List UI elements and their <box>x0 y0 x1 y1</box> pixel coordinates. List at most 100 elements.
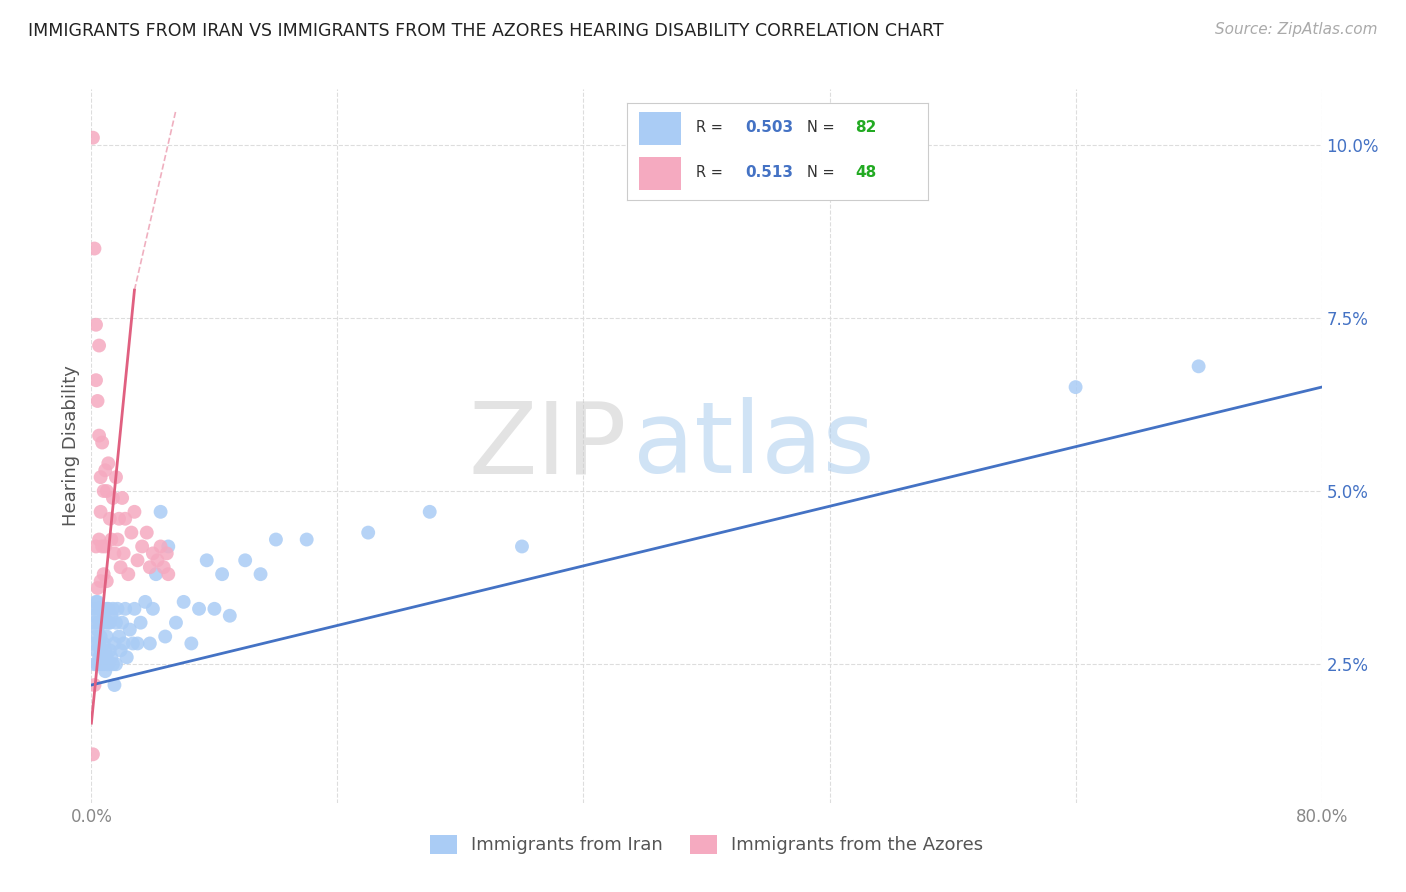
Point <box>87 650 110 665</box>
Point <box>139 636 162 650</box>
Point <box>1187 359 1209 374</box>
Text: ZIP: ZIP <box>468 398 627 494</box>
Point <box>86 595 108 609</box>
Point <box>110 560 132 574</box>
Point <box>90 630 112 644</box>
Point <box>93 483 115 498</box>
Point <box>419 505 441 519</box>
Point <box>124 505 146 519</box>
Point <box>103 678 125 692</box>
Point <box>117 567 139 582</box>
Point <box>110 643 132 657</box>
Point <box>180 636 202 650</box>
Point <box>115 650 138 665</box>
Point <box>98 615 121 630</box>
Point <box>122 636 145 650</box>
Point <box>96 650 118 665</box>
Point <box>211 567 233 582</box>
Point <box>295 533 318 547</box>
Point <box>96 630 118 644</box>
Point <box>145 567 167 582</box>
Point <box>101 602 124 616</box>
Point <box>103 546 125 560</box>
Point <box>100 608 122 623</box>
Point <box>131 540 153 554</box>
Point <box>105 615 127 630</box>
Point <box>93 567 115 582</box>
Point <box>142 546 165 560</box>
Point <box>149 540 172 554</box>
Point <box>96 602 118 616</box>
Point <box>84 318 107 332</box>
Point <box>91 615 114 630</box>
Point <box>114 512 136 526</box>
Point <box>101 491 124 505</box>
Point <box>84 630 107 644</box>
Point <box>86 657 108 672</box>
Text: Source: ZipAtlas.com: Source: ZipAtlas.com <box>1215 22 1378 37</box>
Point <box>146 553 169 567</box>
Point <box>94 643 117 657</box>
Point <box>127 553 149 567</box>
Point <box>91 540 114 554</box>
Point <box>97 456 120 470</box>
Point <box>83 657 105 672</box>
Point <box>91 602 114 616</box>
Point <box>86 581 108 595</box>
Point <box>156 546 179 560</box>
Point <box>86 394 108 409</box>
Point <box>101 657 124 672</box>
Text: IMMIGRANTS FROM IRAN VS IMMIGRANTS FROM THE AZORES HEARING DISABILITY CORRELATIO: IMMIGRANTS FROM IRAN VS IMMIGRANTS FROM … <box>28 22 943 40</box>
Point <box>96 483 118 498</box>
Point <box>152 560 174 574</box>
Point <box>97 615 120 630</box>
Point <box>84 373 107 387</box>
Point <box>93 657 115 672</box>
Point <box>127 636 149 650</box>
Point <box>111 615 134 630</box>
Point <box>111 491 134 505</box>
Point <box>357 525 380 540</box>
Point <box>233 553 256 567</box>
Point <box>218 608 240 623</box>
Point <box>120 525 142 540</box>
Legend: Immigrants from Iran, Immigrants from the Azores: Immigrants from Iran, Immigrants from th… <box>422 828 991 862</box>
Point <box>90 505 112 519</box>
Point <box>87 338 110 352</box>
Point <box>202 602 225 616</box>
Point <box>153 630 177 644</box>
Point <box>107 533 129 547</box>
Point <box>124 602 146 616</box>
Point <box>188 602 211 616</box>
Point <box>195 553 218 567</box>
Point <box>100 650 122 665</box>
Point <box>87 602 110 616</box>
Point <box>142 602 165 616</box>
Point <box>510 540 533 554</box>
Point <box>105 470 127 484</box>
Point <box>87 615 110 630</box>
Point <box>84 595 107 609</box>
Point <box>118 623 141 637</box>
Point <box>87 428 110 442</box>
Point <box>165 615 187 630</box>
Text: atlas: atlas <box>633 398 875 494</box>
Point <box>96 574 118 588</box>
Point <box>108 630 131 644</box>
Point <box>173 595 195 609</box>
Point <box>97 657 120 672</box>
Y-axis label: Hearing Disability: Hearing Disability <box>62 366 80 526</box>
Point <box>112 546 135 560</box>
Point <box>100 533 122 547</box>
Point <box>90 657 112 672</box>
Point <box>264 533 287 547</box>
Point <box>107 602 129 616</box>
Point <box>94 615 117 630</box>
Point <box>103 636 125 650</box>
Point <box>84 540 107 554</box>
Point <box>108 512 131 526</box>
Point <box>157 540 180 554</box>
Point <box>83 678 105 692</box>
Point <box>94 664 117 678</box>
Point <box>249 567 271 582</box>
